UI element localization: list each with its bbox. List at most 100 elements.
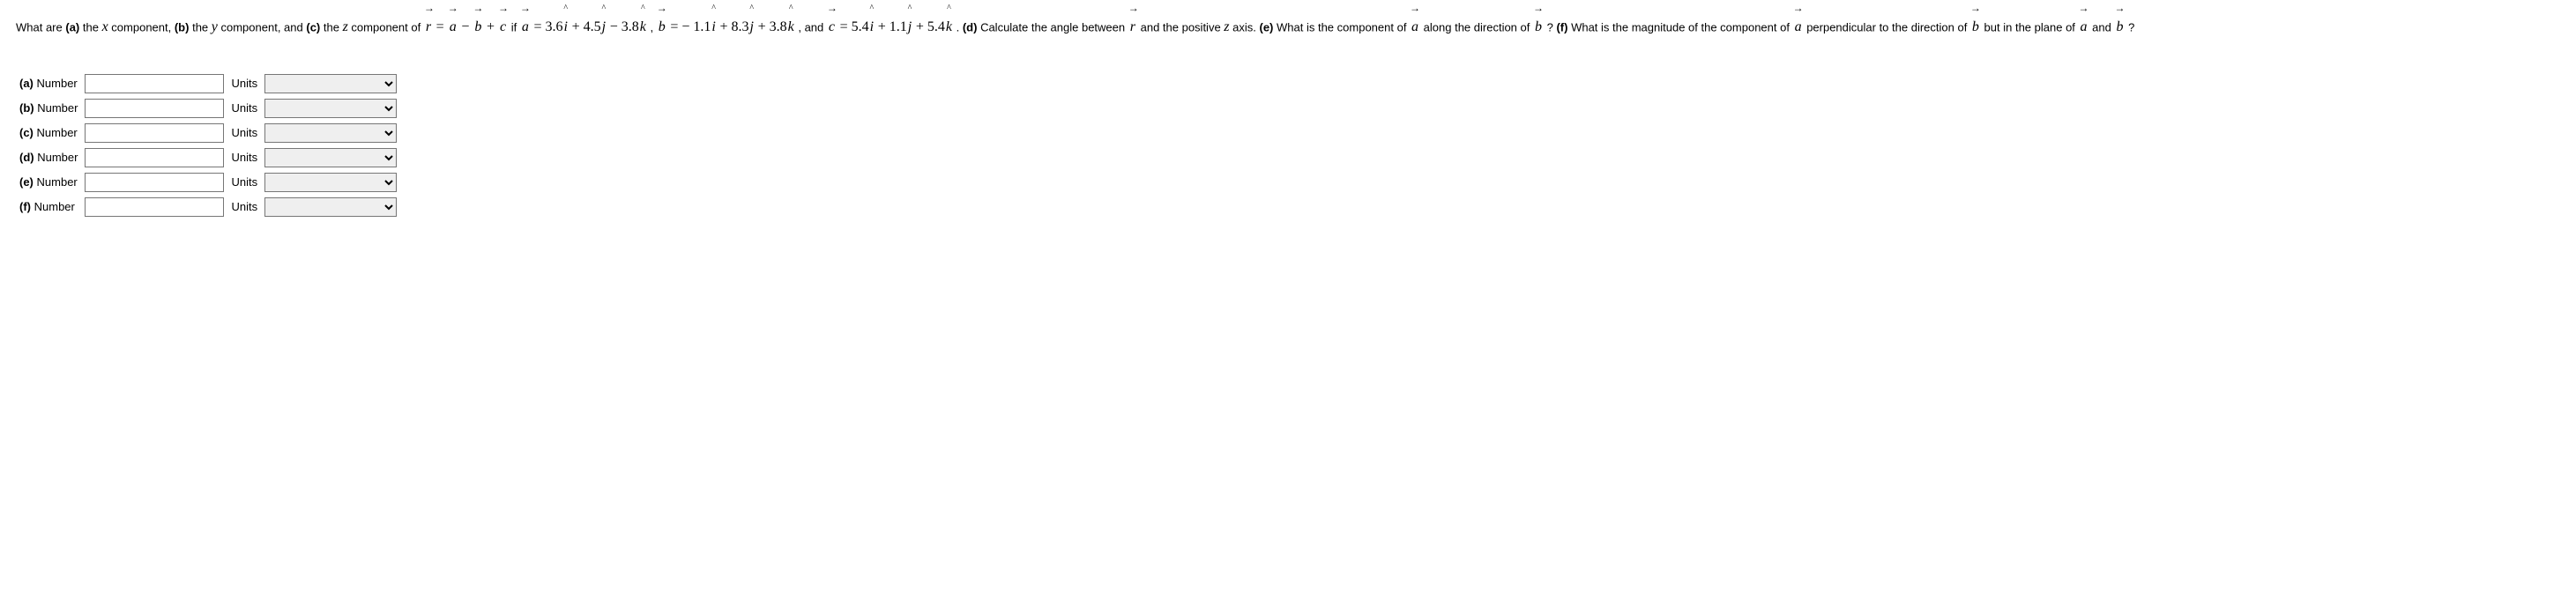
text: ? (2128, 21, 2134, 34)
units-label: Units (231, 77, 257, 90)
vector-a: →a (520, 11, 531, 45)
part-f-label: (f) (1556, 21, 1567, 34)
number-input[interactable] (85, 123, 224, 143)
vector-r: →r (424, 11, 433, 45)
number-label: Number (37, 101, 78, 115)
text: the (192, 21, 212, 34)
answer-row: (e) Number Units (16, 170, 400, 195)
expr: − 3.8 (610, 19, 639, 34)
row-part-label: (d) (19, 151, 34, 164)
units-select[interactable] (264, 123, 397, 143)
text: the (83, 21, 102, 34)
part-a-label: (a) (65, 21, 79, 34)
i-hat: ^i (563, 11, 569, 45)
row-part-label: (e) (19, 175, 34, 189)
number-label: Number (37, 151, 78, 164)
minus: − (461, 19, 473, 34)
i-hat: ^i (869, 11, 875, 45)
j-hat: ^j (907, 11, 912, 45)
vector-c: →c (827, 11, 837, 45)
answer-row: (f) Number Units (16, 195, 400, 219)
number-label: Number (37, 77, 78, 90)
vector-a: →a (2079, 11, 2089, 45)
units-select[interactable] (264, 99, 397, 118)
part-e-label: (e) (1260, 21, 1274, 34)
k-hat: ^k (639, 11, 647, 45)
vector-b: →b (2114, 11, 2125, 45)
units-select[interactable] (264, 148, 397, 167)
vector-c: →c (498, 11, 508, 45)
part-d-label: (d) (963, 21, 978, 34)
z-var: z (1224, 19, 1229, 34)
number-input[interactable] (85, 99, 224, 118)
row-part-label: (a) (19, 77, 34, 90)
answers-table: (a) NumberUnits(b) NumberUnits(c) Number… (16, 71, 400, 219)
answer-row: (d) Number Units (16, 145, 400, 170)
units-label: Units (231, 101, 257, 115)
units-select[interactable] (264, 74, 397, 93)
j-hat: ^j (749, 11, 755, 45)
vector-b: →b (473, 11, 483, 45)
expr: + 1.1 (878, 19, 907, 34)
y-var: y (212, 19, 218, 34)
units-select[interactable] (264, 197, 397, 217)
answer-row: (b) Number Units (16, 96, 400, 121)
vector-b: →b (657, 11, 667, 45)
text: What is the magnitude of the component o… (1571, 21, 1792, 34)
text: , (650, 21, 656, 34)
expr: = 3.6 (534, 19, 563, 34)
row-part-label: (c) (19, 126, 34, 139)
text: perpendicular to the direction of (1806, 21, 1970, 34)
text: the (324, 21, 343, 34)
vector-a: →a (448, 11, 458, 45)
vector-b: →b (1970, 11, 1981, 45)
text: What is the component of (1277, 21, 1410, 34)
number-label: Number (37, 126, 78, 139)
vector-r: →r (1128, 11, 1137, 45)
expr: = 5.4 (840, 19, 869, 34)
text: , and (798, 21, 827, 34)
text: Calculate the angle between (980, 21, 1128, 34)
z-var: z (343, 19, 348, 34)
text: component, and (221, 21, 307, 34)
text: if (511, 21, 520, 34)
text: What are (16, 21, 65, 34)
number-input[interactable] (85, 74, 224, 93)
number-input[interactable] (85, 173, 224, 192)
expr: = − 1.1 (670, 19, 711, 34)
question-text: What are (a) the x component, (b) the y … (16, 11, 2560, 45)
units-label: Units (231, 200, 257, 213)
units-select[interactable] (264, 173, 397, 192)
units-label: Units (231, 126, 257, 139)
units-label: Units (231, 175, 257, 189)
text: and (2092, 21, 2114, 34)
units-label: Units (231, 151, 257, 164)
equals: = (436, 19, 448, 34)
answer-row: (a) Number Units (16, 71, 400, 96)
expr: + 3.8 (758, 19, 787, 34)
part-c-label: (c) (306, 21, 320, 34)
answer-row: (c) Number Units (16, 121, 400, 145)
plus: + (487, 19, 498, 34)
row-part-label: (f) (19, 200, 31, 213)
number-input[interactable] (85, 148, 224, 167)
expr: + 4.5 (572, 19, 601, 34)
vector-a: →a (1793, 11, 1804, 45)
j-hat: ^j (601, 11, 607, 45)
text: and the positive (1141, 21, 1225, 34)
part-b-label: (b) (175, 21, 190, 34)
number-label: Number (34, 200, 75, 213)
text: component, (111, 21, 175, 34)
text: ? (1547, 21, 1557, 34)
k-hat: ^k (945, 11, 953, 45)
text: component of (351, 21, 423, 34)
text: but in the plane of (1984, 21, 2079, 34)
expr: + 5.4 (916, 19, 945, 34)
number-label: Number (37, 175, 78, 189)
vector-b: →b (1533, 11, 1544, 45)
number-input[interactable] (85, 197, 224, 217)
x-var: x (102, 19, 108, 34)
row-part-label: (b) (19, 101, 34, 115)
i-hat: ^i (711, 11, 716, 45)
text: along the direction of (1424, 21, 1533, 34)
